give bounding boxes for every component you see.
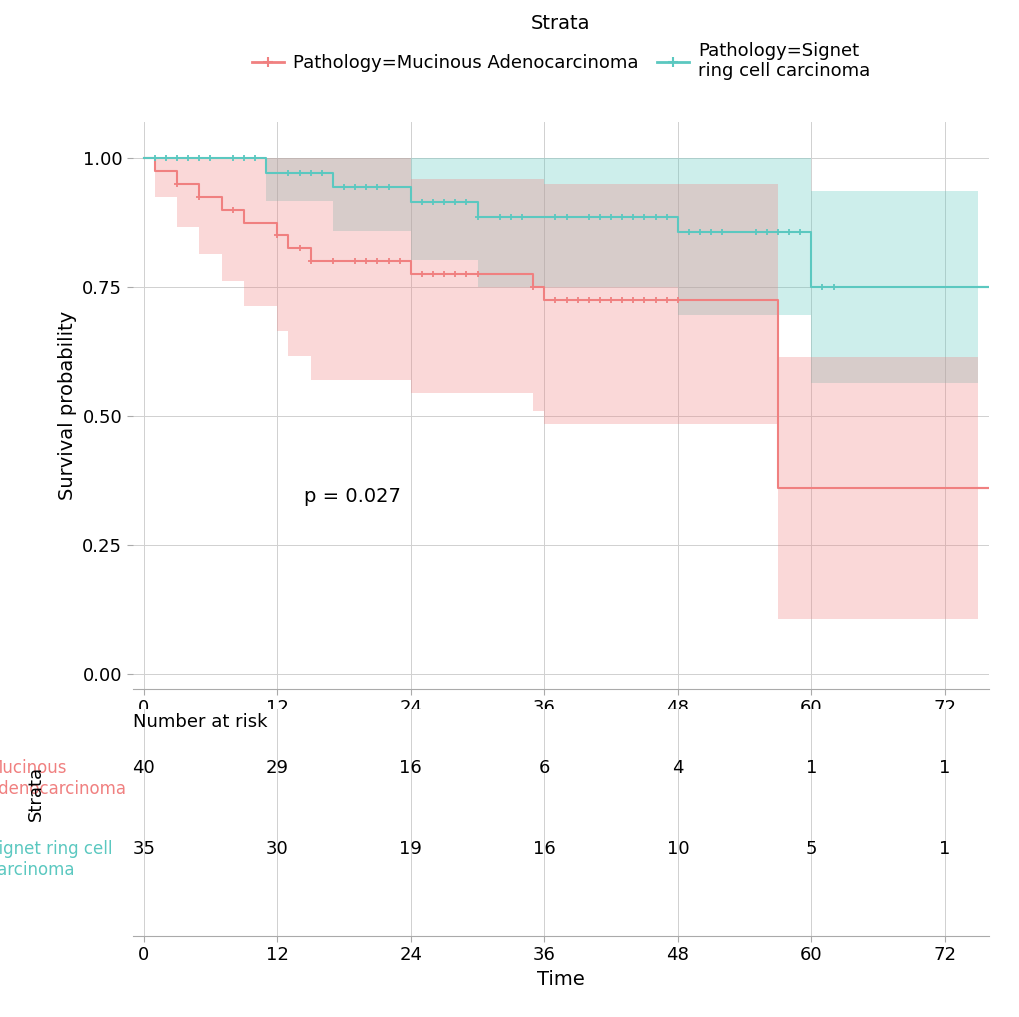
Text: 5: 5	[805, 840, 816, 858]
Text: 1: 1	[805, 759, 816, 777]
Text: 29: 29	[266, 759, 288, 777]
Text: Strata: Strata	[26, 766, 45, 821]
Text: 35: 35	[132, 840, 155, 858]
Text: 1: 1	[938, 840, 950, 858]
Text: 30: 30	[266, 840, 288, 858]
X-axis label: Time: Time	[537, 969, 584, 989]
Text: 1: 1	[938, 759, 950, 777]
Text: p = 0.027: p = 0.027	[304, 487, 400, 505]
Text: Mucinous
Adenocarcinoma: Mucinous Adenocarcinoma	[0, 759, 126, 797]
Text: 40: 40	[132, 759, 155, 777]
X-axis label: Time: Time	[537, 723, 584, 742]
Y-axis label: Survival probability: Survival probability	[57, 311, 76, 500]
Legend: Pathology=Mucinous Adenocarcinoma, Pathology=Signet
ring cell carcinoma: Pathology=Mucinous Adenocarcinoma, Patho…	[245, 6, 876, 87]
Text: 19: 19	[399, 840, 422, 858]
Text: 10: 10	[665, 840, 689, 858]
Text: 16: 16	[532, 840, 555, 858]
Text: Signet ring cell
carcinoma: Signet ring cell carcinoma	[0, 840, 112, 879]
Text: Number at risk: Number at risk	[132, 713, 267, 731]
Text: 16: 16	[399, 759, 422, 777]
Text: 4: 4	[672, 759, 683, 777]
Text: 6: 6	[538, 759, 549, 777]
